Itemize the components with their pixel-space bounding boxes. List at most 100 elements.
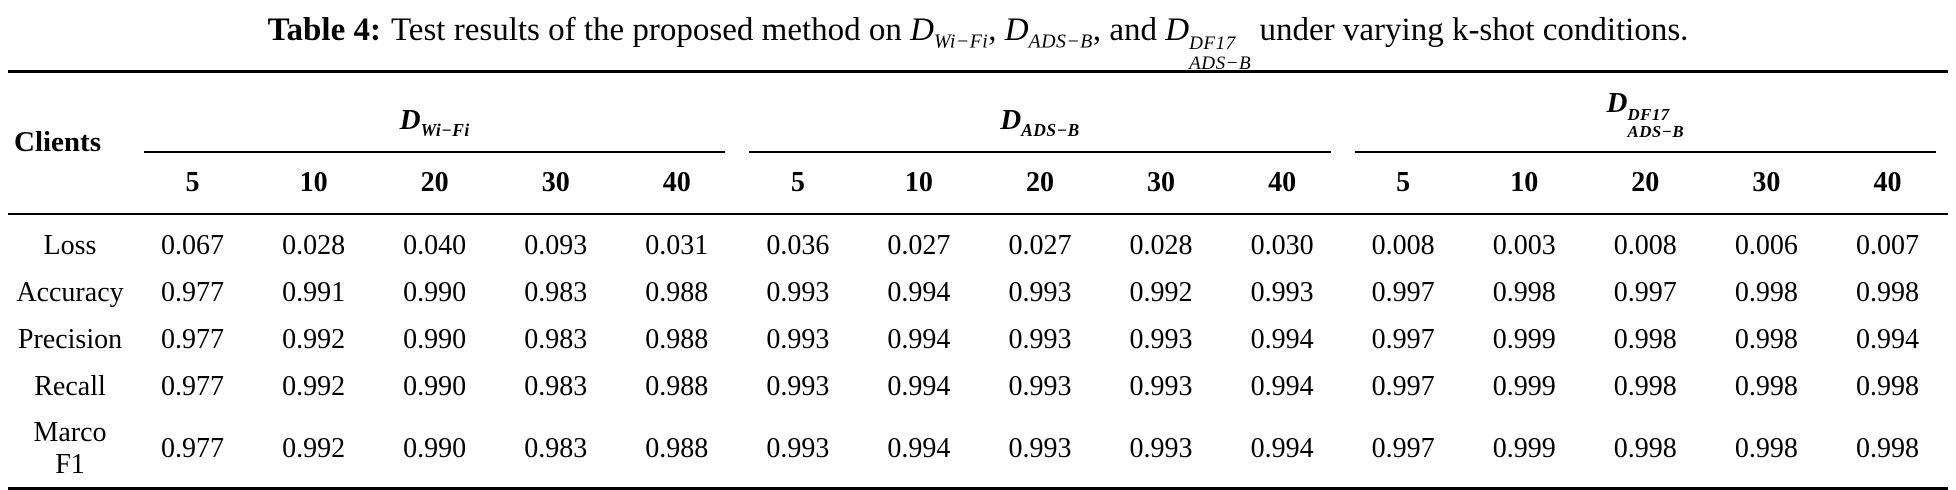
cell-value: 0.994 <box>1250 371 1314 403</box>
cell-value: 0.993 <box>766 433 830 465</box>
cell-value: 0.997 <box>1371 433 1435 465</box>
metric-row-precision: Precision 0.977 0.992 0.990 0.983 0.988 0.993 0… <box>8 317 1948 364</box>
kshot-header-group2-40: 40 <box>1826 152 1948 215</box>
table-body: Loss 0.067 0.028 0.040 0.093 0.031 0.036 0.027 0… <box>8 214 1948 489</box>
cell-value: 0.977 <box>161 324 225 356</box>
kshot-header-group2-30: 30 <box>1705 152 1827 215</box>
kshot-header-group0-20: 20 <box>374 152 496 215</box>
cell-value: 0.992 <box>282 371 346 403</box>
cell-value: 0.993 <box>766 324 830 356</box>
cell-value: 0.036 <box>766 230 830 262</box>
cell-value: 0.983 <box>524 371 588 403</box>
cell-value: 0.993 <box>1129 433 1193 465</box>
cell-value: 0.992 <box>282 433 346 465</box>
cell-value: 0.990 <box>403 277 467 309</box>
cell-value: 0.992 <box>1129 277 1193 309</box>
dataset-symbol-adsb-df17: D DF17 ADS−B <box>1606 87 1685 142</box>
cell-value: 0.030 <box>1250 230 1314 262</box>
cell-value: 0.008 <box>1371 230 1435 262</box>
cell-value: 0.994 <box>887 277 951 309</box>
cell-value: 0.998 <box>1613 433 1677 465</box>
cell-value: 0.040 <box>403 230 467 262</box>
cell-value: 0.990 <box>403 324 467 356</box>
cell-value: 0.998 <box>1613 371 1677 403</box>
cell-value: 0.988 <box>645 371 709 403</box>
row-label: Loss <box>43 230 97 262</box>
cell-value: 0.993 <box>1129 371 1193 403</box>
metric-row-recall: Recall 0.977 0.992 0.990 0.983 0.988 0.993 0.99… <box>8 364 1948 411</box>
cell-value: 0.993 <box>1008 371 1072 403</box>
cell-value: 0.993 <box>1129 324 1193 356</box>
metric-row-marco-f1: Marco F1 0.977 0.992 0.990 0.983 0.988 0.993 0.… <box>8 411 1948 489</box>
caption-text-before: Test results of the proposed method on <box>390 12 902 48</box>
dataset-symbol-adsb: DADS−B <box>1004 12 1093 53</box>
cell-value: 0.998 <box>1855 371 1919 403</box>
kshot-header-group2-5: 5 <box>1342 152 1464 215</box>
cell-value: 0.983 <box>524 277 588 309</box>
cell-value: 0.997 <box>1371 371 1435 403</box>
group-header-row: Clients DWi−Fi DADS−B D DF17 ADS−B <box>8 71 1948 215</box>
table-container: Clients DWi−Fi DADS−B D DF17 ADS−B 5 10 20 30… <box>8 70 1948 490</box>
kshot-header-group2-20: 20 <box>1584 152 1706 215</box>
cell-value: 0.998 <box>1734 371 1798 403</box>
caption-separator: , and <box>1092 12 1157 48</box>
kshot-header-group0-5: 5 <box>132 152 254 215</box>
group-header-adsb: DADS−B <box>737 72 1342 153</box>
cell-value: 0.998 <box>1855 277 1919 309</box>
cell-value: 0.997 <box>1371 277 1435 309</box>
table-caption: Table 4: Test results of the proposed met… <box>0 0 1956 73</box>
cell-value: 0.007 <box>1855 230 1919 262</box>
cell-value: 0.993 <box>1008 433 1072 465</box>
cell-value: 0.067 <box>161 230 225 262</box>
cell-value: 0.994 <box>887 433 951 465</box>
cell-value: 0.990 <box>403 371 467 403</box>
cell-value: 0.994 <box>1855 324 1919 356</box>
caption-tag: Table 4: <box>267 12 381 48</box>
cell-value: 0.006 <box>1734 230 1798 262</box>
cell-value: 0.998 <box>1492 277 1556 309</box>
kshot-header-group0-40: 40 <box>616 152 738 215</box>
cell-value: 0.031 <box>645 230 709 262</box>
group-header-wifi: DWi−Fi <box>132 72 737 153</box>
cell-value: 0.994 <box>887 371 951 403</box>
cell-value: 0.998 <box>1855 433 1919 465</box>
cell-value: 0.993 <box>766 371 830 403</box>
dataset-symbol-wifi: DWi−Fi <box>399 104 470 140</box>
group-header-adsb-df17: D DF17 ADS−B <box>1343 72 1948 153</box>
cell-value: 0.977 <box>161 433 225 465</box>
cell-value: 0.993 <box>1008 277 1072 309</box>
cell-value: 0.977 <box>161 371 225 403</box>
cell-value: 0.998 <box>1613 324 1677 356</box>
row-label: Recall <box>34 371 106 403</box>
kshot-header-group0-10: 10 <box>253 152 375 215</box>
caption-text-after: under varying k-shot conditions. <box>1259 12 1689 48</box>
row-label: Marco F1 <box>33 416 107 481</box>
cell-value: 0.990 <box>403 433 467 465</box>
cell-value: 0.977 <box>161 277 225 309</box>
kshot-header-group1-5: 5 <box>737 152 859 215</box>
cell-value: 0.003 <box>1492 230 1556 262</box>
cell-value: 0.988 <box>645 433 709 465</box>
cell-value: 0.027 <box>887 230 951 262</box>
cell-value: 0.988 <box>645 324 709 356</box>
cell-value: 0.999 <box>1492 371 1556 403</box>
cell-value: 0.993 <box>766 277 830 309</box>
cell-value: 0.994 <box>1250 324 1314 356</box>
kshot-header-group2-10: 10 <box>1463 152 1585 215</box>
cell-value: 0.997 <box>1371 324 1435 356</box>
cell-value: 0.028 <box>282 230 346 262</box>
dataset-symbol-adsb: DADS−B <box>1000 104 1080 140</box>
caption-separator: , <box>988 12 997 48</box>
results-table: Clients DWi−Fi DADS−B D DF17 ADS−B 5 10 20 30… <box>8 70 1948 490</box>
cell-value: 0.028 <box>1129 230 1193 262</box>
cell-value: 0.993 <box>1008 324 1072 356</box>
kshot-header-row: 5 10 20 30 40 5 10 20 30 40 5 10 20 30 40 <box>8 152 1948 215</box>
cell-value: 0.998 <box>1734 324 1798 356</box>
kshot-header-group1-40: 40 <box>1221 152 1343 215</box>
cell-value: 0.991 <box>282 277 346 309</box>
cell-value: 0.983 <box>524 433 588 465</box>
cell-value: 0.997 <box>1613 277 1677 309</box>
kshot-header-group0-30: 30 <box>495 152 617 215</box>
kshot-header-group1-30: 30 <box>1100 152 1222 215</box>
metric-row-accuracy: Accuracy 0.977 0.991 0.990 0.983 0.988 0.993 0.… <box>8 270 1948 317</box>
